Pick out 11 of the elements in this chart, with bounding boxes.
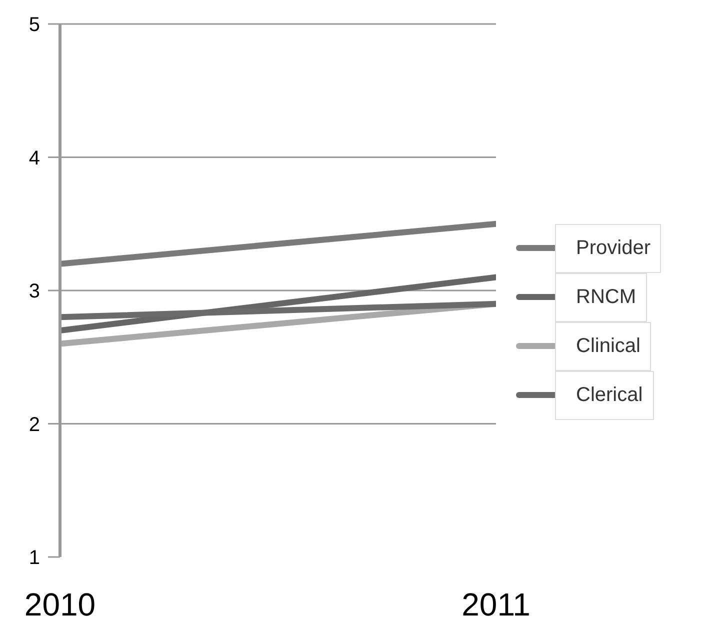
y-tick-label: 5 (28, 14, 40, 36)
legend-label: RNCM (555, 272, 647, 322)
y-tick-label: 2 (28, 414, 40, 436)
legend-label: Clerical (555, 370, 654, 420)
y-tick-label: 1 (28, 547, 40, 570)
x-tick-label: 2010 (24, 586, 96, 623)
y-tick-label: 4 (28, 147, 40, 170)
y-tick-label: 3 (28, 280, 40, 303)
legend-label: Clinical (555, 322, 652, 370)
x-tick-label: 2011 (462, 586, 530, 623)
legend-label: Provider (555, 224, 662, 272)
